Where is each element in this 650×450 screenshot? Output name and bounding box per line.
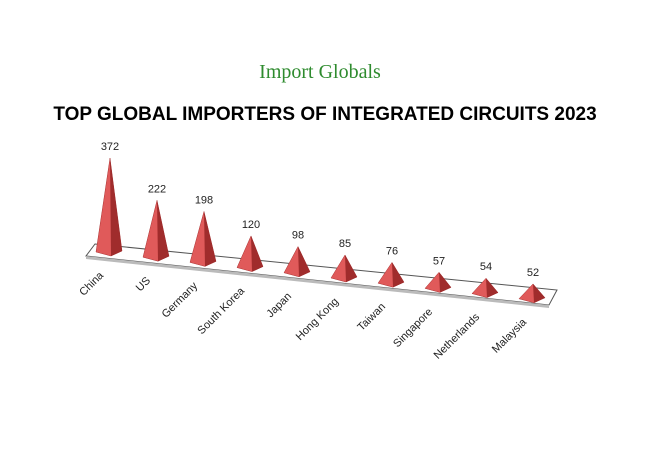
value-label: 85 bbox=[339, 238, 351, 250]
floor-edge bbox=[86, 256, 549, 308]
x-tick-label: China bbox=[77, 269, 106, 298]
pyramid-shade bbox=[298, 246, 310, 277]
value-label: 98 bbox=[292, 230, 304, 242]
value-label: 52 bbox=[527, 267, 539, 279]
x-tick-label: Netherlands bbox=[432, 311, 483, 362]
pyramid-shade bbox=[345, 254, 357, 282]
value-label: 222 bbox=[148, 183, 166, 195]
pyramid-shade bbox=[157, 200, 169, 262]
brand-logo: Import Globals bbox=[259, 61, 381, 83]
value-label: 57 bbox=[433, 255, 445, 267]
x-tick-label: US bbox=[134, 275, 153, 294]
pyramid-shade bbox=[439, 272, 451, 293]
value-label: 198 bbox=[195, 194, 213, 206]
pyramid-shade bbox=[204, 211, 216, 267]
x-tick-label: Malaysia bbox=[490, 316, 530, 356]
value-label: 120 bbox=[242, 219, 260, 231]
value-label: 54 bbox=[480, 261, 492, 273]
chart-title: TOP GLOBAL IMPORTERS OF INTEGRATED CIRCU… bbox=[53, 104, 596, 125]
x-tick-label: Hong Kong bbox=[294, 296, 341, 343]
pyramid-shade bbox=[110, 158, 122, 256]
x-tick-label: Germany bbox=[160, 280, 201, 321]
pyramid-shade bbox=[533, 283, 545, 303]
x-tick-label: Taiwan bbox=[355, 301, 388, 334]
x-tick-label: Japan bbox=[264, 290, 294, 320]
value-label: 372 bbox=[101, 141, 119, 153]
pyramid-shade bbox=[251, 235, 263, 272]
x-tick-label: Singapore bbox=[391, 306, 435, 350]
x-tick-label: South Korea bbox=[195, 285, 247, 337]
pyramid-shade bbox=[486, 278, 498, 298]
value-label: 76 bbox=[386, 245, 398, 257]
pyramid-shade bbox=[392, 262, 404, 288]
